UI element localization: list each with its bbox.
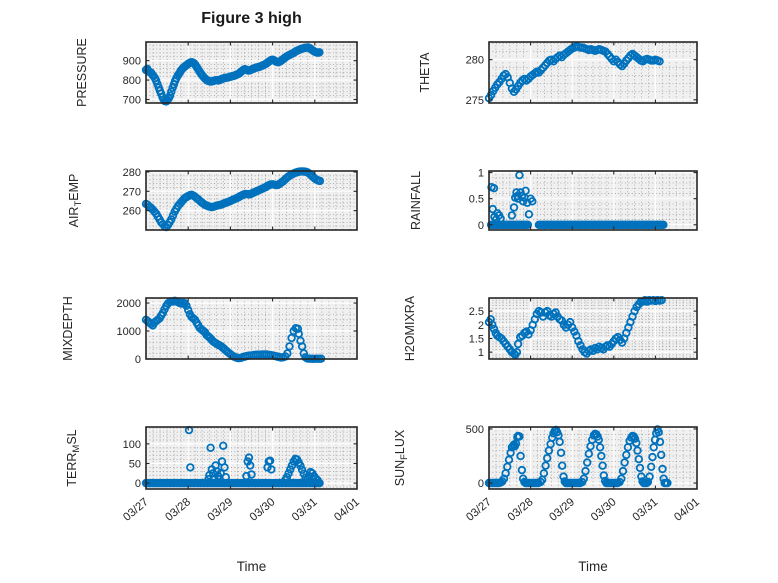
x-tick-label: 03/29 xyxy=(206,496,236,524)
axes-border xyxy=(488,41,698,104)
x-tick-label: 03/27 xyxy=(464,496,494,524)
y-tick-label: 280 xyxy=(466,55,484,67)
y-tick-label: 0.5 xyxy=(469,194,484,206)
x-axis-label: Time xyxy=(237,559,267,574)
y-axis-label: AIRTEMP xyxy=(67,174,84,228)
y-tick-label: 500 xyxy=(466,424,484,436)
scatter-points xyxy=(484,425,672,488)
y-tick-label: 100 xyxy=(123,439,141,451)
x-tick-label: 03/31 xyxy=(631,496,661,524)
axes-border xyxy=(145,170,358,231)
y-tick-label: 2000 xyxy=(117,298,141,310)
y-tick-label: 0 xyxy=(478,478,484,490)
scatter-points xyxy=(141,167,325,232)
subplot-terr-msl: 0 50 100 TERRMSL 03/27 03/28 03/29 03/30 03/31 04… xyxy=(65,425,362,574)
axes-border xyxy=(488,297,698,360)
y-tick-label: 2.5 xyxy=(469,306,484,318)
x-tick-label: 03/28 xyxy=(506,496,536,524)
figure-title: Figure 3 high xyxy=(201,10,302,27)
y-axis-label: RAINFALL xyxy=(409,171,423,230)
plot-area xyxy=(146,298,357,359)
tick-marks xyxy=(145,298,358,360)
x-tick-label: 04/01 xyxy=(672,496,702,524)
tick-marks xyxy=(488,298,698,359)
subplot-theta: 275 280 THETA xyxy=(418,41,698,107)
x-tick-label: 03/30 xyxy=(589,496,619,524)
subplot-pressure: 700 800 900 PRESSURE xyxy=(75,38,358,107)
tick-marks xyxy=(145,42,358,103)
y-axis-label: H2OMIXRA xyxy=(403,295,417,361)
y-tick-label: 50 xyxy=(129,458,141,470)
axes-border xyxy=(145,297,358,360)
scatter-points xyxy=(484,41,664,103)
y-axis-label: TERRMSL xyxy=(65,429,82,486)
x-tick-label: 03/28 xyxy=(163,496,193,524)
x-axis-label: Time xyxy=(578,559,608,574)
y-axis-label: SUNFLUX xyxy=(393,429,410,486)
tick-marks xyxy=(488,171,698,230)
tick-marks xyxy=(145,427,358,489)
x-tick-label: 03/27 xyxy=(121,496,151,524)
scatter-points xyxy=(484,296,666,360)
tick-marks xyxy=(488,42,698,103)
subplot-sun-flux: 0 500 SUNFLUX 03/27 03/28 03/29 03/30 03/31 04/0… xyxy=(393,424,702,574)
y-tick-label: 700 xyxy=(123,95,141,107)
y-tick-label: 900 xyxy=(123,56,141,68)
axes-border xyxy=(145,41,358,104)
y-tick-label: 1000 xyxy=(117,326,141,338)
y-tick-label: 1 xyxy=(478,168,484,180)
y-tick-label: 1 xyxy=(478,347,484,359)
subplot-mixdepth: 0 1000 2000 MIXDEPTH xyxy=(61,296,358,366)
axes-border xyxy=(145,426,358,490)
y-tick-label: 280 xyxy=(123,167,141,179)
subplot-rainfall: 0 0.5 1 RAINFALL xyxy=(409,168,698,232)
y-axis-label: MIXDEPTH xyxy=(61,296,75,361)
y-tick-label: 0 xyxy=(478,220,484,232)
subplot-air-temp: 260 270 280 AIRTEMP xyxy=(67,167,358,232)
y-tick-label: 270 xyxy=(123,186,141,198)
y-tick-label: 1.5 xyxy=(469,333,484,345)
y-axis-label: THETA xyxy=(418,52,432,93)
x-tick-label: 03/31 xyxy=(290,496,320,524)
x-tick-label: 04/01 xyxy=(332,496,362,524)
y-tick-label: 2 xyxy=(478,320,484,332)
y-tick-label: 0 xyxy=(135,478,141,490)
y-tick-label: 0 xyxy=(135,354,141,366)
x-tick-label: 03/29 xyxy=(547,496,577,524)
y-tick-label: 260 xyxy=(123,206,141,218)
scatter-points xyxy=(141,43,324,106)
scatter-points xyxy=(486,170,668,229)
x-tick-label: 03/30 xyxy=(248,496,278,524)
axes-border xyxy=(488,426,698,490)
y-tick-label: 800 xyxy=(123,75,141,87)
y-tick-label: 275 xyxy=(466,95,484,107)
tick-marks xyxy=(145,171,358,230)
y-axis-label: PRESSURE xyxy=(75,38,89,107)
axes-border xyxy=(488,170,698,231)
subplot-h2omixra: 1 1.52 2.5 H2OMIXRA xyxy=(403,295,698,361)
tick-marks xyxy=(488,427,698,489)
